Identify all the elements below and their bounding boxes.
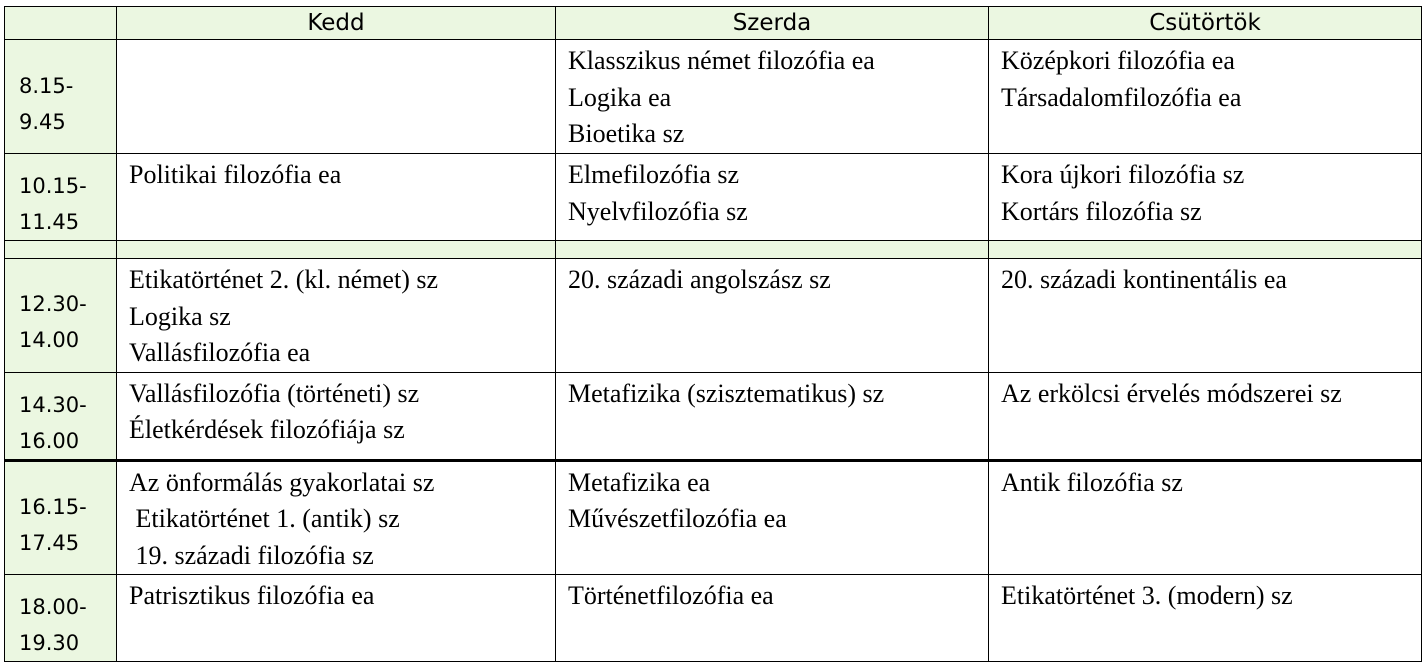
break-cell xyxy=(116,240,556,259)
break-cell xyxy=(988,240,1422,259)
course-entry: Történetfilozófia ea xyxy=(568,581,774,610)
course-cell-wednesday: Metafizika ea Művészetfilozófia ea xyxy=(555,459,989,575)
time-text: 19.30 xyxy=(19,631,80,655)
course-entry: Patrisztikus filozófia ea xyxy=(129,581,375,610)
course-cell-wednesday: Történetfilozófia ea xyxy=(555,574,989,662)
course-cell-thursday: Az erkölcsi érvelés módszerei sz xyxy=(988,371,1422,462)
header-day-thursday: Csütörtök xyxy=(988,6,1422,40)
time-slot: 18.00- 19.30 xyxy=(4,574,117,662)
time-slot: 12.30- 14.00 xyxy=(4,258,117,373)
time-slot: 8.15- 9.45 xyxy=(4,39,117,154)
course-cell-thursday: 20. századi kontinentális ea xyxy=(988,258,1422,373)
course-entry: Életkérdések filozófiája sz xyxy=(129,415,405,444)
course-entry: Etikatörténet 3. (modern) sz xyxy=(1001,581,1293,610)
break-cell xyxy=(4,240,117,259)
course-entry: Bioetika sz xyxy=(568,119,685,148)
table-row: 10.15- 11.45 Politikai filozófia ea Elmefil… xyxy=(4,153,1422,241)
time-text: 14.30- xyxy=(19,392,87,417)
time-text: 10.15- xyxy=(19,174,87,198)
course-entry: Metafizika (szisztematikus) sz xyxy=(568,378,885,408)
header-day-wednesday: Szerda xyxy=(555,6,989,40)
time-text: 17.45 xyxy=(19,530,80,555)
break-cell xyxy=(555,240,989,259)
time-slot: 16.15- 17.45 xyxy=(4,459,117,575)
header-row: Kedd Szerda Csütörtök xyxy=(4,6,1422,40)
course-entry: 20. századi kontinentális ea xyxy=(1001,265,1287,294)
course-entry: Középkori filozófia ea xyxy=(1001,46,1235,75)
table-row: 16.15- 17.45 Az önformálás gyakorlatai sz … xyxy=(4,459,1422,575)
table-row: 14.30- 16.00 Vallásfilozófia (történeti) s… xyxy=(4,371,1422,462)
course-cell-tuesday xyxy=(116,39,556,154)
course-entry: Elmefilozófia sz xyxy=(568,160,740,189)
course-cell-tuesday: Az önformálás gyakorlatai sz Etikatörtén… xyxy=(116,459,556,575)
course-entry: Vallásfilozófia ea xyxy=(129,338,311,367)
course-entry: Kortárs filozófia sz xyxy=(1001,196,1202,226)
course-cell-thursday: Antik filozófia sz xyxy=(988,459,1422,575)
course-cell-tuesday: Etikatörténet 2. (kl. német) sz Logika sz… xyxy=(116,258,556,373)
course-entry: Az erkölcsi érvelés módszerei sz xyxy=(1001,378,1342,408)
course-entry: Kora újkori filozófia sz xyxy=(1001,160,1245,189)
course-entry: Politikai filozófia ea xyxy=(129,160,342,189)
course-cell-thursday: Középkori filozófia ea Társadalomfilozófi… xyxy=(988,39,1422,154)
schedule-table: Kedd Szerda Csütörtök 8.15- 9.45 Klassziku… xyxy=(4,6,1422,662)
header-time xyxy=(4,6,117,40)
course-entry: 19. századi filozófia sz xyxy=(129,540,374,570)
course-entry: Művészetfilozófia ea xyxy=(568,504,787,533)
course-entry: Nyelvfilozófia sz xyxy=(568,196,748,226)
time-text: 8.15- xyxy=(19,73,74,98)
time-text: 16.00 xyxy=(19,428,80,453)
time-text: 12.30- xyxy=(19,292,87,317)
course-entry: Etikatörténet 2. (kl. német) sz xyxy=(129,265,439,294)
course-entry: Klasszikus német filozófia ea xyxy=(568,46,875,75)
time-slot: 10.15- 11.45 xyxy=(4,153,117,241)
course-entry: Etikatörténet 1. (antik) sz xyxy=(129,504,400,533)
time-text: 16.15- xyxy=(19,494,87,519)
course-cell-thursday: Etikatörténet 3. (modern) sz xyxy=(988,574,1422,662)
course-cell-wednesday: Klasszikus német filozófia ea Logika ea Bi… xyxy=(555,39,989,154)
table-row: 12.30- 14.00 Etikatörténet 2. (kl. német) … xyxy=(4,258,1422,373)
course-cell-tuesday: Patrisztikus filozófia ea xyxy=(116,574,556,662)
break-row xyxy=(4,240,1422,259)
time-text: 18.00- xyxy=(19,595,87,619)
time-text: 9.45 xyxy=(19,109,66,134)
course-entry: Logika ea xyxy=(568,82,672,112)
course-entry: Logika sz xyxy=(129,301,231,331)
course-cell-thursday: Kora újkori filozófia sz Kortárs filozófi… xyxy=(988,153,1422,241)
course-entry: Metafizika ea xyxy=(568,467,711,497)
table-row: 18.00- 19.30 Patrisztikus filozófia ea Tört… xyxy=(4,574,1422,662)
time-slot: 14.30- 16.00 xyxy=(4,371,117,462)
course-cell-wednesday: Metafizika (szisztematikus) sz xyxy=(555,371,989,462)
course-cell-tuesday: Vallásfilozófia (történeti) sz Életkérdés… xyxy=(116,371,556,462)
header-day-tuesday: Kedd xyxy=(116,6,556,40)
course-entry: Vallásfilozófia (történeti) sz xyxy=(129,378,420,408)
course-cell-tuesday: Politikai filozófia ea xyxy=(116,153,556,241)
course-entry: 20. századi angolszász sz xyxy=(568,265,831,294)
course-entry: Antik filozófia sz xyxy=(1001,467,1183,497)
time-text: 11.45 xyxy=(19,210,80,234)
course-cell-wednesday: Elmefilozófia sz Nyelvfilozófia sz xyxy=(555,153,989,241)
course-cell-wednesday: 20. századi angolszász sz xyxy=(555,258,989,373)
course-entry: Társadalomfilozófia ea xyxy=(1001,82,1242,112)
time-text: 14.00 xyxy=(19,328,80,353)
table-row: 8.15- 9.45 Klasszikus német filozófia ea Lo… xyxy=(4,39,1422,154)
course-entry: Az önformálás gyakorlatai sz xyxy=(129,467,435,497)
